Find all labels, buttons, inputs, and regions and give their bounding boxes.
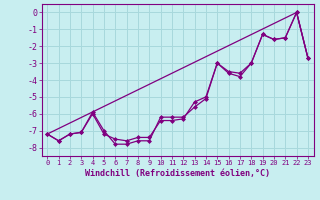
X-axis label: Windchill (Refroidissement éolien,°C): Windchill (Refroidissement éolien,°C) <box>85 169 270 178</box>
